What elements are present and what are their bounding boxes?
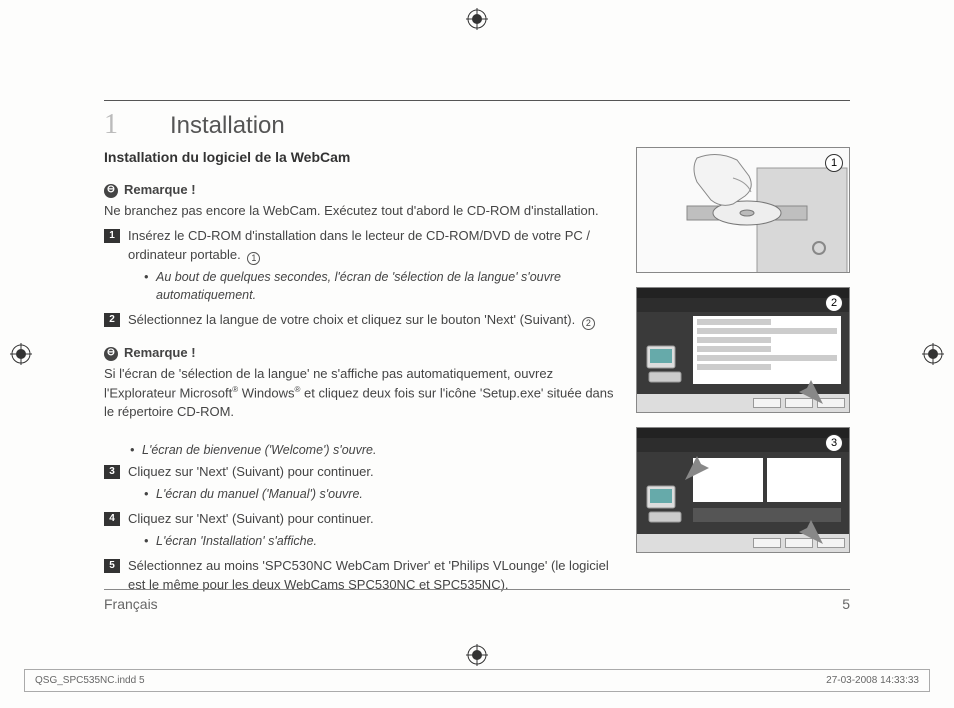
figure-1-badge: 1	[825, 154, 843, 172]
note-1-text: Ne branchez pas encore la WebCam. Exécut…	[104, 202, 616, 221]
footer-language: Français	[104, 596, 158, 612]
step-number: 3	[104, 465, 120, 479]
top-rule	[104, 100, 850, 101]
figure-3-badge: 3	[825, 434, 843, 452]
step-number: 1	[104, 229, 120, 243]
note-label: Remarque !	[124, 181, 196, 200]
print-page: 1 Installation Installation du logiciel …	[0, 0, 954, 708]
note-2-text: Si l'écran de 'sélection de la langue' n…	[104, 365, 616, 422]
section-subtitle: Installation du logiciel de la WebCam	[104, 147, 616, 167]
step-1-bullet: Au bout de quelques secondes, l'écran de…	[128, 268, 616, 304]
figure-3: 3	[636, 427, 850, 553]
chapter-heading: 1 Installation	[104, 109, 850, 141]
step-3: 3 Cliquez sur 'Next' (Suivant) pour cont…	[104, 463, 616, 506]
figure-2: 2	[636, 287, 850, 413]
step-number: 2	[104, 313, 120, 327]
footer-page-number: 5	[842, 596, 850, 612]
step-5-text: Sélectionnez au moins 'SPC530NC WebCam D…	[128, 558, 609, 592]
arrow-icon	[777, 358, 827, 408]
step-number: 5	[104, 559, 120, 573]
step-2-text: Sélectionnez la langue de votre choix et…	[128, 312, 575, 327]
step-1-text: Insérez le CD-ROM d'installation dans le…	[128, 228, 590, 262]
figure-column: 1	[636, 147, 850, 597]
print-timestamp: 27-03-2008 14:33:33	[826, 675, 919, 686]
note-icon: ⊖	[104, 184, 118, 198]
step-4-bullet-after: L'écran 'Installation' s'affiche.	[128, 532, 616, 550]
figure-ref-1: 1	[247, 252, 260, 265]
note-icon: ⊖	[104, 347, 118, 361]
page-footer: Français 5	[104, 589, 850, 612]
registration-mark-bottom	[466, 644, 488, 666]
print-slug: QSG_SPC535NC.indd 5 27-03-2008 14:33:33	[24, 669, 930, 692]
chapter-number: 1	[104, 109, 122, 141]
step-3-text: Cliquez sur 'Next' (Suivant) pour contin…	[128, 464, 374, 479]
note-label: Remarque !	[124, 344, 196, 363]
step-number: 4	[104, 512, 120, 526]
figure-ref-2: 2	[582, 317, 595, 330]
step-4-text: Cliquez sur 'Next' (Suivant) pour contin…	[128, 511, 374, 526]
step-4: 4 Cliquez sur 'Next' (Suivant) pour cont…	[104, 510, 616, 553]
text-column: Installation du logiciel de la WebCam ⊖ …	[104, 147, 616, 597]
registration-mark-top	[466, 8, 488, 30]
content-area: 1 Installation Installation du logiciel …	[104, 100, 850, 597]
step-3-bullet-after: L'écran du manuel ('Manual') s'ouvre.	[128, 485, 616, 503]
arrow-icon	[777, 498, 827, 548]
registration-mark-left	[10, 343, 32, 365]
step-1: 1 Insérez le CD-ROM d'installation dans …	[104, 227, 616, 307]
note-heading-2: ⊖ Remarque !	[104, 344, 616, 363]
step-3-bullet-before: L'écran de bienvenue ('Welcome') s'ouvre…	[114, 441, 616, 459]
figure-1: 1	[636, 147, 850, 273]
registration-mark-right	[922, 343, 944, 365]
figure-2-badge: 2	[825, 294, 843, 312]
print-filename: QSG_SPC535NC.indd 5	[35, 675, 145, 686]
chapter-title: Installation	[170, 112, 285, 140]
note-heading-1: ⊖ Remarque !	[104, 181, 616, 200]
arrow-icon	[681, 434, 731, 484]
step-2: 2 Sélectionnez la langue de votre choix …	[104, 311, 616, 330]
